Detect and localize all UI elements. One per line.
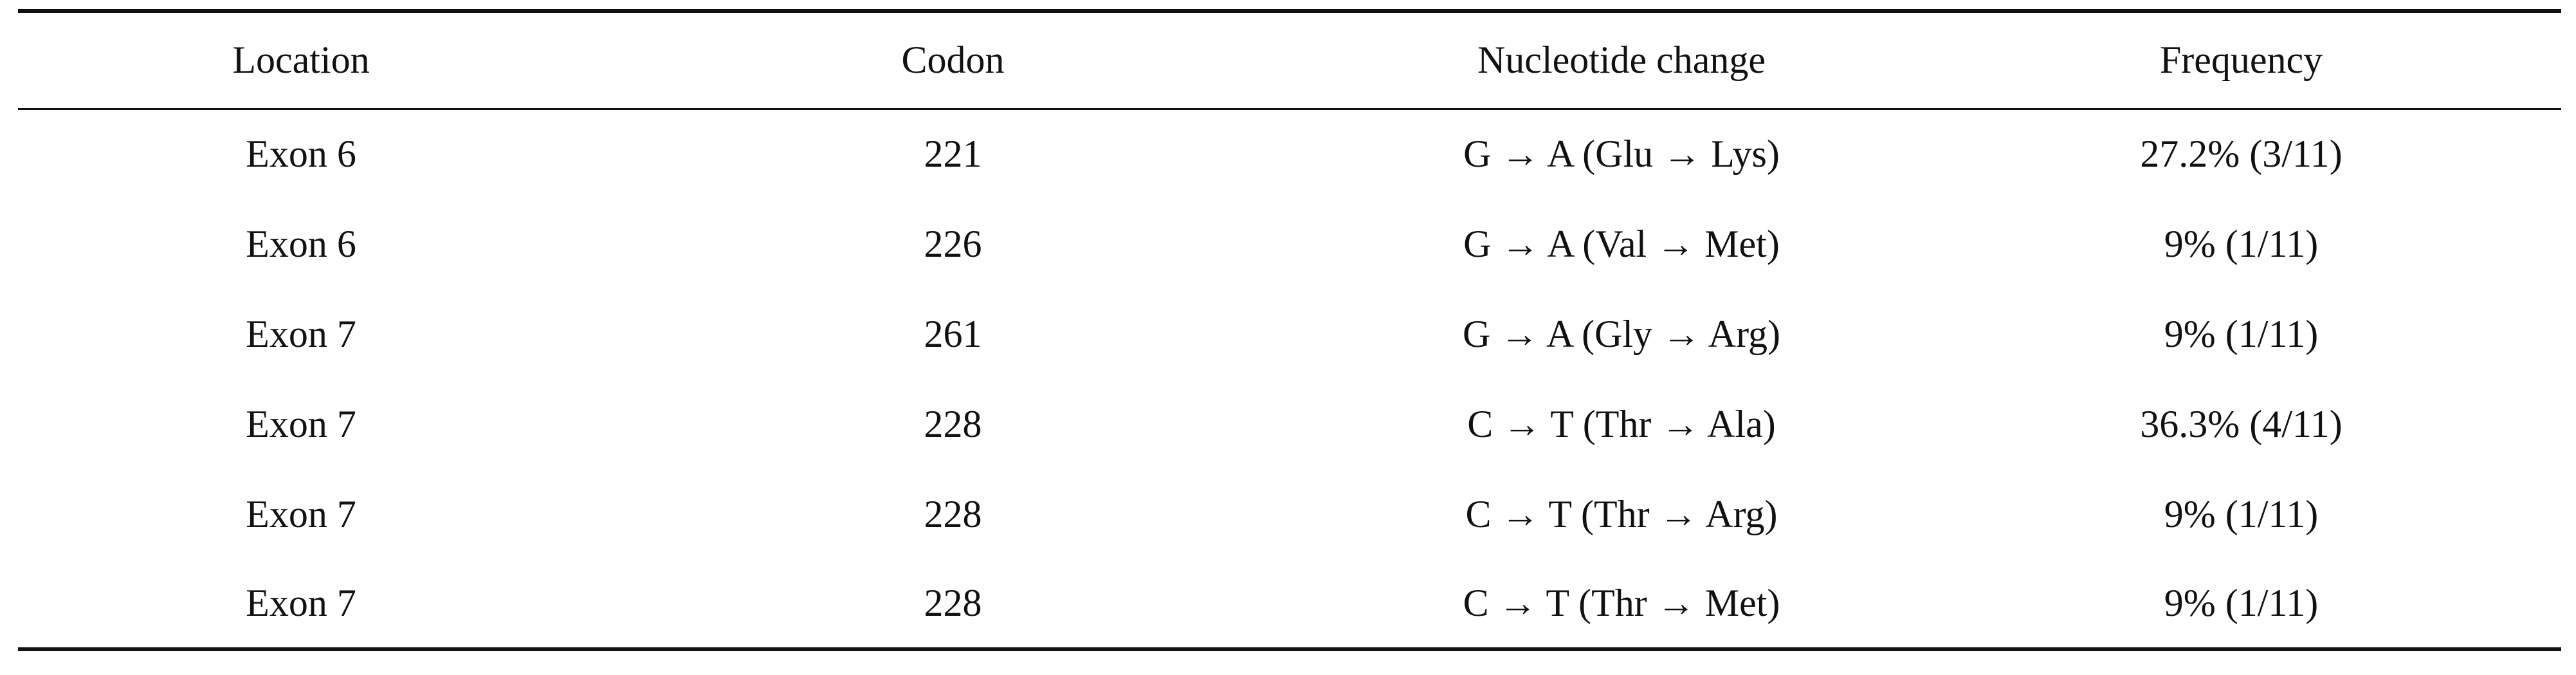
cell-location: Exon 7 <box>246 402 356 445</box>
cell-codon: 228 <box>924 402 982 445</box>
cell-location: Exon 6 <box>246 222 356 265</box>
table-row: Exon 7 228 C → T (Thr → Ala) 36.3% (4/11… <box>18 379 2561 469</box>
cell-frequency: 36.3% (4/11) <box>2140 402 2343 445</box>
mutation-table-container: Location Codon Nucleotide change Frequen… <box>18 9 2561 651</box>
cell-location: Exon 6 <box>246 133 356 176</box>
mutation-table: Location Codon Nucleotide change Frequen… <box>18 9 2561 651</box>
cell-codon: 228 <box>924 492 982 535</box>
cell-codon: 221 <box>924 133 982 176</box>
cell-nucleotide-change: G → A (Gly → Arg) <box>1463 312 1780 355</box>
cell-nucleotide-change: C → T (Thr → Met) <box>1322 559 1921 651</box>
header-codon: Codon <box>584 9 1322 110</box>
cell-codon: 261 <box>924 312 982 355</box>
cell-codon: 228 <box>584 559 1322 651</box>
header-row: Location Codon Nucleotide change Frequen… <box>18 9 2561 110</box>
table-row: Exon 6 221 G → A (Glu → Lys) 27.2% (3/11… <box>18 109 2561 199</box>
cell-frequency: 9% (1/11) <box>1921 559 2561 651</box>
cell-location: Exon 7 <box>246 312 356 355</box>
table-row: Exon 7 228 C → T (Thr → Met) 9% (1/11) <box>18 559 2561 651</box>
table-header: Location Codon Nucleotide change Frequen… <box>18 9 2561 110</box>
header-frequency: Frequency <box>1921 9 2561 110</box>
cell-nucleotide-change: C → T (Thr → Ala) <box>1467 402 1776 445</box>
cell-codon: 226 <box>924 222 982 265</box>
table-body: Exon 6 221 G → A (Glu → Lys) 27.2% (3/11… <box>18 109 2561 651</box>
cell-nucleotide-change: G → A (Val → Met) <box>1463 222 1780 265</box>
cell-nucleotide-change: C → T (Thr → Arg) <box>1465 492 1778 535</box>
table-row: Exon 7 228 C → T (Thr → Arg) 9% (1/11) <box>18 469 2561 559</box>
table-row: Exon 7 261 G → A (Gly → Arg) 9% (1/11) <box>18 289 2561 379</box>
cell-location: Exon 7 <box>246 492 356 535</box>
cell-frequency: 9% (1/11) <box>2164 492 2319 535</box>
table-row: Exon 6 226 G → A (Val → Met) 9% (1/11) <box>18 199 2561 289</box>
cell-frequency: 27.2% (3/11) <box>2140 133 2343 176</box>
header-nucleotide-change: Nucleotide change <box>1322 9 1921 110</box>
cell-frequency: 9% (1/11) <box>2164 312 2319 355</box>
cell-frequency: 9% (1/11) <box>2164 222 2319 265</box>
header-location: Location <box>18 9 584 110</box>
cell-location: Exon 7 <box>18 559 584 651</box>
cell-nucleotide-change: G → A (Glu → Lys) <box>1463 133 1780 176</box>
